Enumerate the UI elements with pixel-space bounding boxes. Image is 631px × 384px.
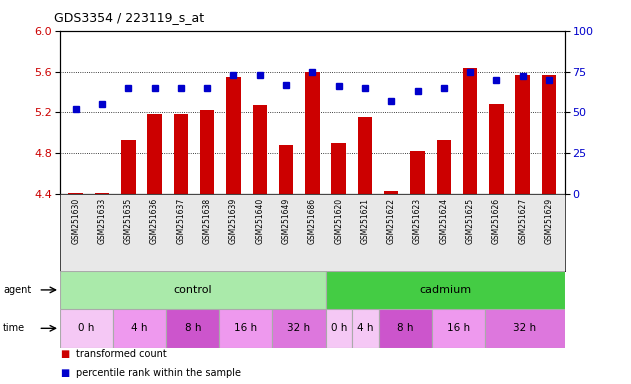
- Text: ■: ■: [60, 368, 69, 379]
- Text: agent: agent: [3, 285, 32, 295]
- Bar: [121, 140, 136, 194]
- Bar: [432, 309, 485, 348]
- Bar: [489, 104, 504, 194]
- Bar: [384, 191, 398, 194]
- Bar: [166, 309, 220, 348]
- Text: GSM251636: GSM251636: [150, 198, 159, 244]
- Text: GSM251624: GSM251624: [439, 198, 448, 244]
- Bar: [69, 193, 83, 194]
- Bar: [273, 309, 326, 348]
- Bar: [516, 74, 530, 194]
- Text: GSM251627: GSM251627: [518, 198, 527, 244]
- Text: time: time: [3, 323, 25, 333]
- Bar: [485, 309, 565, 348]
- Text: transformed count: transformed count: [76, 349, 167, 359]
- Text: 8 h: 8 h: [397, 323, 413, 333]
- Bar: [95, 193, 109, 194]
- Text: GSM251637: GSM251637: [177, 198, 186, 244]
- Text: GSM251649: GSM251649: [281, 198, 290, 244]
- Text: GSM251629: GSM251629: [545, 198, 553, 244]
- Bar: [279, 145, 293, 194]
- Bar: [379, 309, 432, 348]
- Bar: [542, 74, 556, 194]
- Bar: [326, 309, 352, 348]
- Bar: [331, 143, 346, 194]
- Bar: [326, 271, 565, 309]
- Bar: [60, 271, 326, 309]
- Bar: [352, 309, 379, 348]
- Text: 16 h: 16 h: [234, 323, 257, 333]
- Text: 4 h: 4 h: [357, 323, 374, 333]
- Bar: [252, 105, 267, 194]
- Text: GSM251640: GSM251640: [256, 198, 264, 244]
- Bar: [463, 68, 477, 194]
- Text: 4 h: 4 h: [131, 323, 148, 333]
- Text: GSM251638: GSM251638: [203, 198, 211, 244]
- Text: GSM251625: GSM251625: [466, 198, 475, 244]
- Bar: [148, 114, 162, 194]
- Text: percentile rank within the sample: percentile rank within the sample: [76, 368, 240, 379]
- Bar: [227, 77, 240, 194]
- Text: GSM251635: GSM251635: [124, 198, 133, 244]
- Text: GDS3354 / 223119_s_at: GDS3354 / 223119_s_at: [54, 12, 204, 25]
- Text: control: control: [174, 285, 212, 295]
- Bar: [200, 110, 215, 194]
- Bar: [410, 151, 425, 194]
- Bar: [358, 118, 372, 194]
- Bar: [437, 140, 451, 194]
- Text: 8 h: 8 h: [184, 323, 201, 333]
- Text: GSM251626: GSM251626: [492, 198, 501, 244]
- Text: GSM251630: GSM251630: [71, 198, 80, 244]
- Bar: [113, 309, 166, 348]
- Text: GSM251623: GSM251623: [413, 198, 422, 244]
- Text: GSM251620: GSM251620: [334, 198, 343, 244]
- Text: 32 h: 32 h: [288, 323, 310, 333]
- Text: cadmium: cadmium: [419, 285, 471, 295]
- Bar: [305, 71, 319, 194]
- Bar: [174, 114, 188, 194]
- Bar: [220, 309, 273, 348]
- Text: GSM251621: GSM251621: [360, 198, 369, 244]
- Bar: [60, 309, 113, 348]
- Text: GSM251639: GSM251639: [229, 198, 238, 244]
- Text: GSM251622: GSM251622: [387, 198, 396, 244]
- Text: GSM251633: GSM251633: [98, 198, 107, 244]
- Text: 0 h: 0 h: [78, 323, 95, 333]
- Text: GSM251686: GSM251686: [308, 198, 317, 244]
- Text: 32 h: 32 h: [514, 323, 536, 333]
- Text: ■: ■: [60, 349, 69, 359]
- Text: 0 h: 0 h: [331, 323, 347, 333]
- Text: 16 h: 16 h: [447, 323, 470, 333]
